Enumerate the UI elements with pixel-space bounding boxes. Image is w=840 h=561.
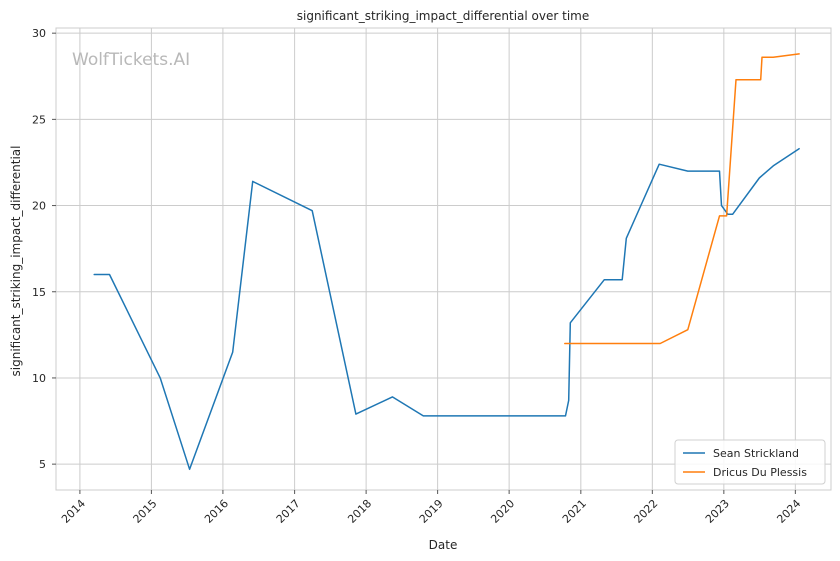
y-tick-label: 15 [32,286,46,299]
x-axis-title: Date [429,538,458,552]
x-tick-label: 2024 [774,497,803,526]
x-tick-label: 2017 [274,497,303,526]
y-axis-ticks: 5 10 15 20 25 30 [32,27,56,471]
y-tick-label: 20 [32,200,46,213]
chart-title: significant_striking_impact_differential… [297,9,589,23]
x-tick-label: 2015 [131,497,160,526]
plot-frame [55,27,832,491]
x-tick-label: 2021 [560,497,589,526]
x-tick-label: 2019 [417,497,446,526]
x-tick-label: 2016 [202,497,231,526]
y-tick-label: 10 [32,372,46,385]
y-tick-label: 25 [32,113,46,126]
legend-label-dricus-du-plessis: Dricus Du Plessis [713,466,807,479]
watermark-text: WolfTickets.AI [72,50,190,70]
legend: Sean Strickland Dricus Du Plessis [674,439,826,485]
x-tick-label: 2020 [488,497,517,526]
series-line-dricus-du-plessis [564,53,800,345]
x-tick-label: 2018 [345,497,374,526]
x-axis-ticks: 2014 2015 2016 2017 2018 2019 2020 2021 2022 2023… [59,490,803,526]
x-tick-label: 2014 [59,497,88,526]
series-lines [93,53,800,471]
legend-box [674,439,826,485]
series-line-sean-strickland [93,147,800,471]
y-axis-title: significant_striking_impact_differential [9,146,23,377]
y-tick-label: 30 [32,27,46,40]
legend-label-sean-strickland: Sean Strickland [713,447,799,460]
x-tick-label: 2022 [631,497,660,526]
grid-lines [56,28,831,490]
x-tick-label: 2023 [703,497,732,526]
y-tick-label: 5 [39,458,46,471]
